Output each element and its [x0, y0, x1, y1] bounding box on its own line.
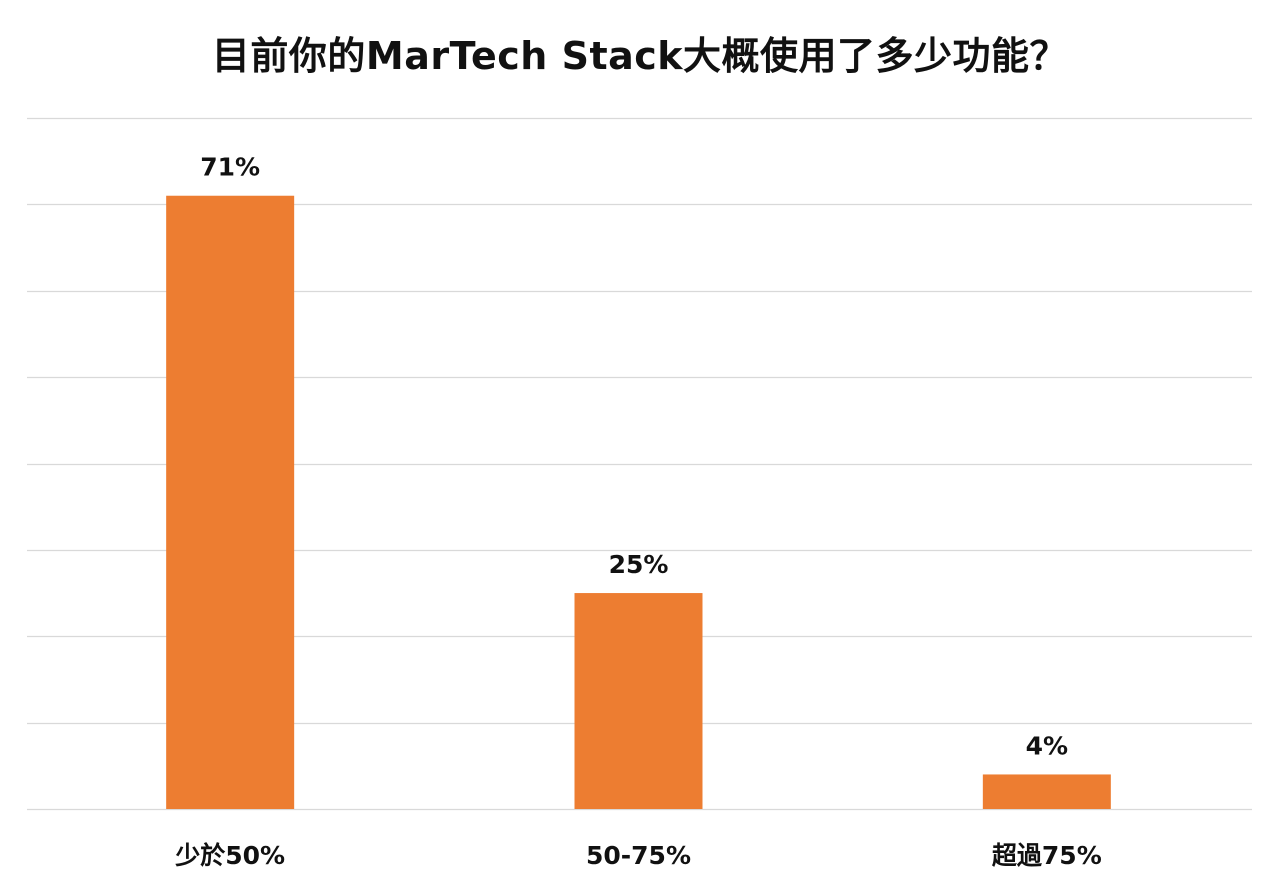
data-label: 71% [200, 153, 260, 182]
category-label: 50-75% [586, 841, 691, 870]
category-label: 超過75% [992, 841, 1102, 870]
chart-title: 目前你的MarTech Stack大概使用了多少功能？ [211, 34, 1069, 78]
bar [982, 774, 1111, 809]
data-label: 4% [1026, 731, 1068, 760]
category-label: 少於50% [174, 841, 285, 870]
data-label: 25% [609, 550, 669, 579]
bar [574, 593, 703, 809]
bar [166, 195, 295, 810]
